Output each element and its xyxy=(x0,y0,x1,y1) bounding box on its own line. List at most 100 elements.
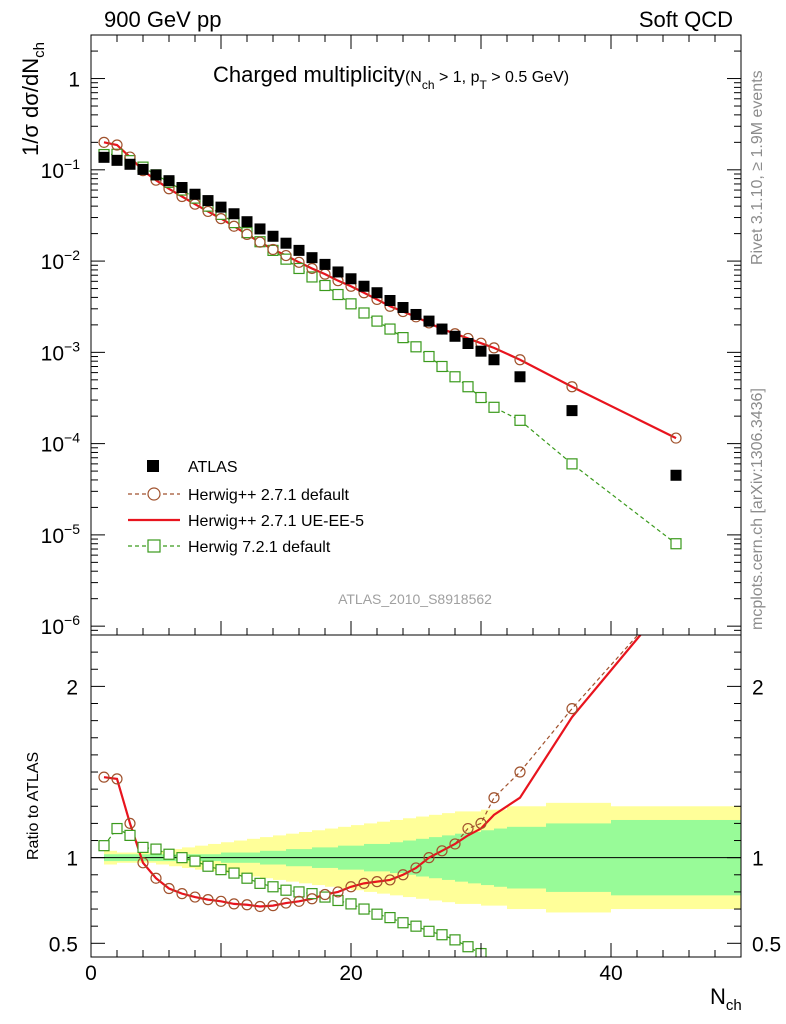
ratio-herwig7-default-point xyxy=(384,912,396,924)
herwig7-default-point xyxy=(267,244,279,256)
ratio-herwig7-default-point xyxy=(254,877,266,889)
title-cond-sub: ch xyxy=(422,78,435,92)
herwig-pp-default-point xyxy=(254,236,266,248)
tick-base: 10 xyxy=(41,342,64,365)
atlas-data-point xyxy=(111,154,123,166)
herwig7-default-point xyxy=(319,279,331,292)
ratio-herwig7-default-point xyxy=(150,843,162,855)
legend-herwig-pp-default-marker xyxy=(147,487,161,501)
ratio-herwig-pp-default-point xyxy=(566,703,578,715)
ratio-herwig7-default-point xyxy=(423,925,435,937)
ratio-herwig-pp-default-point xyxy=(267,900,279,912)
ratio-herwig-pp-default-point xyxy=(397,869,409,881)
atlas-data-point xyxy=(124,158,136,170)
atlas-data-point xyxy=(150,169,162,181)
ratio-herwig-pp-default-point xyxy=(228,898,240,910)
atlas-data-point xyxy=(254,223,266,235)
ratio-herwig-pp-default-point xyxy=(514,766,526,778)
herwig-pp-default-point xyxy=(514,354,526,366)
herwig7-default-point xyxy=(358,307,370,319)
ratio-herwig7-default-point xyxy=(98,840,110,852)
top-y-tick-label: 10−4 xyxy=(41,430,81,457)
ratio-herwig-pp-default-point xyxy=(332,886,344,898)
atlas-data-point xyxy=(423,315,435,327)
ratio-herwig7-default-point xyxy=(163,848,175,860)
herwig7-default-point xyxy=(280,253,292,265)
atlas-data-point xyxy=(306,252,318,264)
herwig7-default-point xyxy=(436,360,448,373)
ratio-herwig-pp-default-point xyxy=(150,872,162,884)
ratio-herwig7-default-point xyxy=(215,864,227,876)
title-cond-mid: > 1, p xyxy=(435,69,480,86)
ratio-herwig-pp-default-point xyxy=(254,900,266,913)
tick-exponent: −1 xyxy=(64,156,80,172)
herwig7-default-point xyxy=(332,288,344,301)
ratio-herwig-pp-default-point xyxy=(436,845,448,857)
title-cond-end: > 0.5 GeV) xyxy=(487,69,569,86)
atlas-data-point xyxy=(163,175,175,187)
ratio-series-group xyxy=(98,635,642,957)
atlas-data-point xyxy=(332,266,344,278)
atlas-data-point xyxy=(280,237,292,249)
atlas-data-point xyxy=(384,294,396,306)
tick-exponent: −3 xyxy=(64,338,80,354)
top-y-tick-label: 10−6 xyxy=(41,612,81,639)
atlas-data-point xyxy=(449,330,461,342)
x-tick-label: 0 xyxy=(85,962,97,985)
ratio-herwig-pp-default-point xyxy=(202,894,214,906)
herwig-pp-default-point xyxy=(566,381,578,393)
ratio-herwig7-default-point xyxy=(176,852,188,864)
title-cond-sub2: T xyxy=(479,78,487,92)
atlas-data-point xyxy=(670,469,682,481)
herwig7-default-point xyxy=(423,350,435,363)
herwig-pp-default-point xyxy=(241,228,253,241)
ratio-herwig7-default-point xyxy=(345,898,357,910)
ratio-herwig7-default-point xyxy=(397,917,409,929)
tick-base: 10 xyxy=(41,160,64,183)
herwig7-default-point xyxy=(345,298,357,310)
herwig7-default-point xyxy=(293,262,305,275)
ratio-herwig-pp-default-point xyxy=(488,792,500,804)
herwig7-default-point xyxy=(410,341,422,353)
tick-exponent: −6 xyxy=(64,612,80,628)
top-y-axis-label: 1/σ dσ/dNch xyxy=(18,42,48,156)
herwig7-default-point xyxy=(384,323,396,335)
ratio-uncertainty-bands xyxy=(91,802,741,913)
atlas-data-point xyxy=(267,230,279,242)
ratio-herwig7-default-point xyxy=(280,884,292,896)
tick-base: 10 xyxy=(41,251,64,274)
atlas-data-point xyxy=(98,151,110,163)
herwig-pp-ue-ee5-line xyxy=(103,141,677,440)
atlas-data-point xyxy=(488,354,500,366)
ratio-herwig-pp-default-point xyxy=(137,857,149,869)
ratio-herwig7-default-point xyxy=(111,822,123,835)
atlas-data-point xyxy=(137,163,149,175)
ratio-herwig7-default-point xyxy=(462,941,474,953)
ratio-y-tick-label-right: 2 xyxy=(752,676,764,699)
ratio-herwig7-default-point xyxy=(124,829,136,841)
ratio-y-tick-label-left: 0.5 xyxy=(49,933,78,956)
ratio-herwig-pp-default-point xyxy=(241,899,253,911)
atlas-data-point xyxy=(514,371,526,383)
ratio-y-tick-label-right: 0.5 xyxy=(752,933,781,956)
ratio-herwig7-default-point xyxy=(189,855,201,867)
ratio-herwig-pp-default-point xyxy=(462,822,474,835)
herwig-pp-default-point xyxy=(293,256,305,268)
ratio-y-tick-label-left: 2 xyxy=(66,676,78,699)
x-axis-label: Nch xyxy=(710,984,742,1014)
atlas-data-point xyxy=(566,405,578,417)
atlas-data-point xyxy=(436,323,448,335)
ratio-y-tick-label-right: 1 xyxy=(752,848,764,871)
herwig7-default-point xyxy=(566,458,578,470)
ratio-herwig7-default-point xyxy=(202,860,214,872)
ratio-herwig-pp-ue-ee5-line xyxy=(103,635,642,908)
legend-label: Herwig 7.2.1 default xyxy=(188,539,331,556)
atlas-data-point xyxy=(215,201,227,213)
atlas-data-point xyxy=(176,182,188,194)
ratio-herwig7-default-point xyxy=(319,891,331,903)
tick-base: 10 xyxy=(41,434,64,457)
x-tick-label: 40 xyxy=(599,962,622,985)
ratio-herwig-pp-default-point xyxy=(319,888,331,901)
x-tick-label: 20 xyxy=(339,962,362,985)
